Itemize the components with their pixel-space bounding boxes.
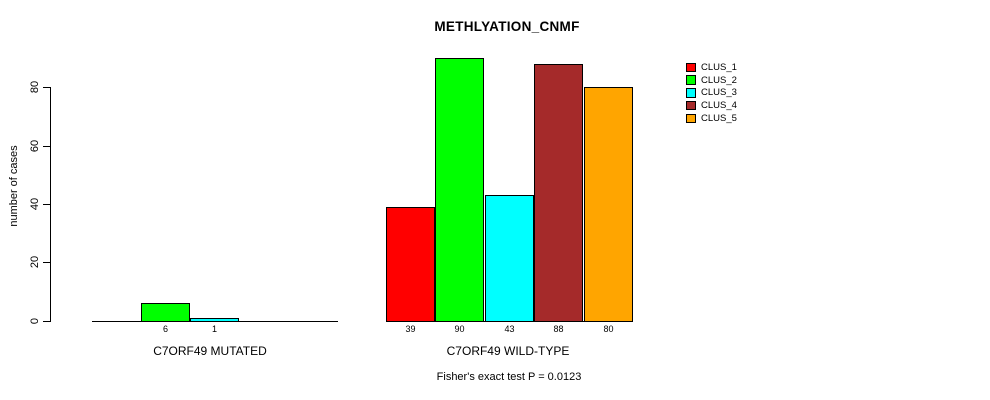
bar-clus_2 bbox=[435, 58, 484, 322]
fishers-test-annotation: Fisher's exact test P = 0.0123 bbox=[436, 371, 582, 383]
y-tick-mark bbox=[43, 262, 51, 263]
y-tick-mark bbox=[43, 146, 51, 147]
legend-item: CLUS_3 bbox=[686, 87, 737, 100]
bar-clus_1 bbox=[386, 207, 435, 322]
y-tick-mark bbox=[43, 87, 51, 88]
bar-value-label: 39 bbox=[405, 324, 416, 334]
legend-item: CLUS_5 bbox=[686, 112, 737, 125]
y-tick-mark bbox=[43, 321, 51, 322]
y-tick-label: 60 bbox=[29, 139, 41, 153]
y-tick-label: 40 bbox=[29, 197, 41, 211]
legend-color-swatch bbox=[686, 113, 696, 124]
legend-item: CLUS_1 bbox=[686, 61, 737, 74]
legend-label: CLUS_4 bbox=[701, 100, 737, 112]
y-tick-mark bbox=[43, 204, 51, 205]
bar-clus_4 bbox=[534, 64, 583, 322]
legend-label: CLUS_5 bbox=[701, 112, 737, 124]
bar-value-label: 6 bbox=[162, 324, 168, 334]
bar-clus_5 bbox=[584, 87, 633, 322]
y-tick-label: 80 bbox=[29, 80, 41, 94]
y-tick-label: 20 bbox=[29, 255, 41, 269]
bar-value-label: 90 bbox=[454, 324, 465, 334]
bar-value-label: 88 bbox=[553, 324, 564, 334]
group-label-wildtype: C7ORF49 WILD-TYPE bbox=[446, 344, 570, 358]
y-axis-label: number of cases bbox=[8, 145, 20, 227]
legend-item: CLUS_2 bbox=[686, 74, 737, 87]
legend-color-swatch bbox=[686, 88, 696, 98]
bar-value-label: 1 bbox=[211, 324, 217, 334]
legend-label: CLUS_2 bbox=[701, 74, 737, 86]
legend-color-swatch bbox=[686, 75, 696, 85]
bar-clus_2 bbox=[141, 303, 190, 322]
chart-title: METHLYATION_CNMF bbox=[434, 19, 580, 34]
bar-value-label: 43 bbox=[504, 324, 515, 334]
bar-value-label: 80 bbox=[603, 324, 614, 334]
legend-item: CLUS_4 bbox=[686, 99, 737, 112]
legend: CLUS_1 CLUS_2 CLUS_3 CLUS_4 CLUS_5 bbox=[686, 61, 737, 125]
group-label-mutated: C7ORF49 MUTATED bbox=[153, 344, 267, 358]
legend-color-swatch bbox=[686, 100, 696, 111]
y-tick-label: 0 bbox=[29, 317, 41, 325]
bar-clus_3 bbox=[190, 318, 239, 322]
legend-label: CLUS_3 bbox=[701, 87, 737, 99]
legend-color-swatch bbox=[686, 62, 696, 73]
bar-clus_3 bbox=[485, 195, 534, 322]
legend-label: CLUS_1 bbox=[701, 61, 737, 73]
